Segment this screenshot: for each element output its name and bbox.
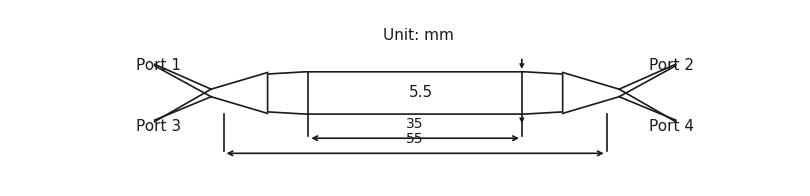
Text: 55: 55 bbox=[407, 132, 424, 146]
Text: Port 1: Port 1 bbox=[136, 58, 181, 73]
Text: Port 2: Port 2 bbox=[650, 58, 694, 73]
Text: 35: 35 bbox=[407, 117, 424, 131]
Text: 5.5: 5.5 bbox=[409, 85, 433, 100]
Polygon shape bbox=[267, 72, 563, 114]
Text: Port 3: Port 3 bbox=[136, 119, 181, 134]
Text: Unit: mm: Unit: mm bbox=[383, 28, 454, 43]
Text: Port 4: Port 4 bbox=[650, 119, 694, 134]
